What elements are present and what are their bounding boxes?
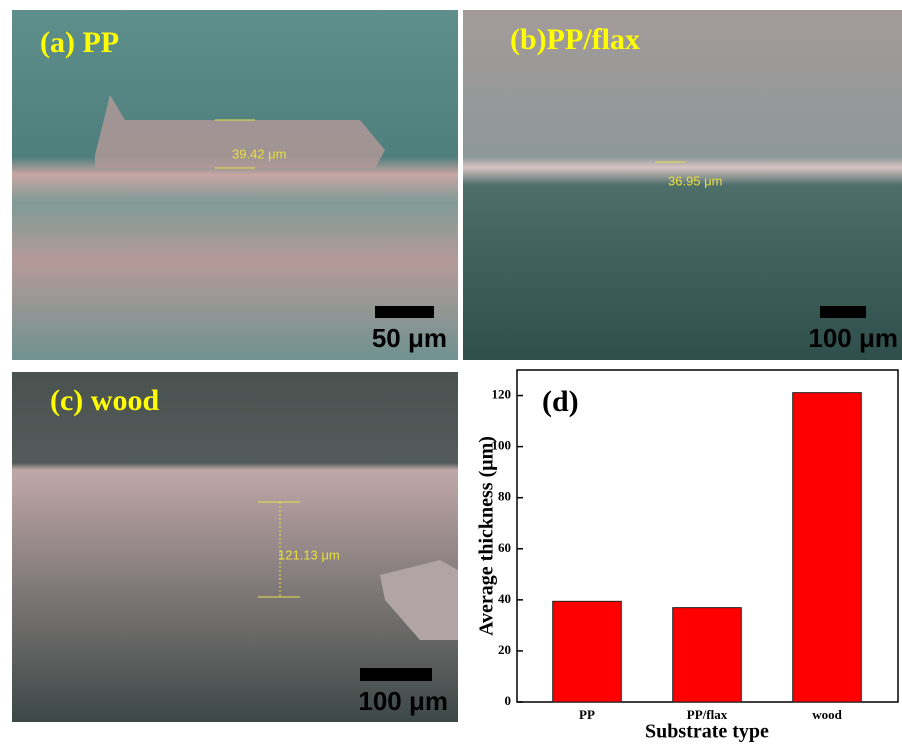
panel-b: (b)PP/flax 36.95 μm 100 μm [463,10,902,360]
y-axis-label: Average thickness (μm) [476,436,498,636]
x-tick-label: PP/flax [687,707,728,722]
x-axis-label: Substrate type [645,721,769,743]
panel-label: (a) PP [40,26,119,59]
x-tick-label: PP [579,707,595,722]
panel-label: (d) [542,385,579,418]
panel-label: (c) wood [50,384,159,417]
bar-chart: (d) Substrate type Average thickness (μm… [476,370,898,743]
scale-bar [360,668,432,681]
y-tick-label: 20 [498,642,511,657]
y-tick-label: 60 [498,540,511,555]
panel-c: (c) wood 121.13 μm 100 μm [12,372,458,722]
panel-label: (b)PP/flax [510,23,640,56]
scale-label: 100 μm [358,686,448,716]
scale-label: 100 μm [808,323,898,353]
scale-bar [820,306,866,318]
measurement: 36.95 μm [668,173,722,188]
panel-a: (a) PP 39.42 μm 50 μm [12,10,458,360]
y-tick-label: 100 [492,438,512,453]
bar [553,601,622,702]
bar [673,608,742,702]
measurement: 39.42 μm [232,146,286,161]
y-tick-label: 80 [498,489,511,504]
figure: (a) PP 39.42 μm 50 μm (b)PP/flax 36.95 μ… [0,0,902,744]
y-tick-label: 120 [492,387,512,402]
measurement: 121.13 μm [278,547,340,562]
bar [793,393,862,702]
x-tick-label: wood [812,707,842,722]
y-tick-label: 0 [505,693,512,708]
y-tick-label: 40 [498,591,511,606]
scale-label: 50 μm [372,323,447,353]
scale-bar [375,306,434,318]
